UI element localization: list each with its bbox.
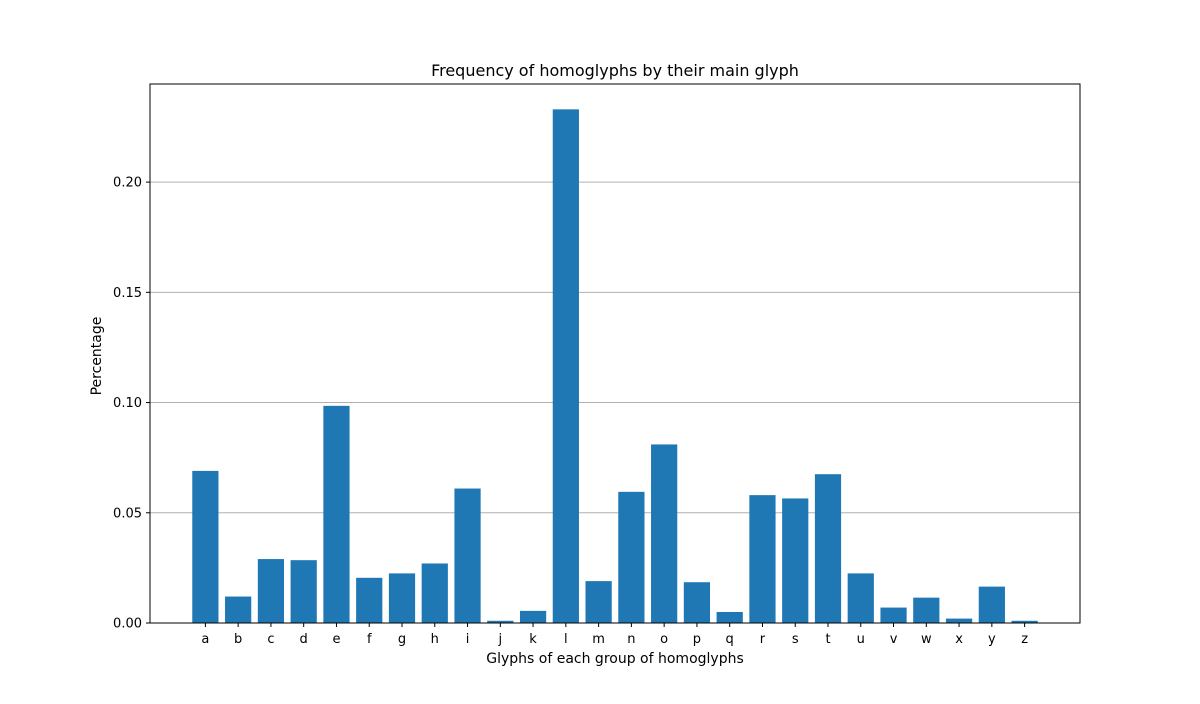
x-ticks: a b c d e f g h i j k l m n o p q r s t u v w x y z: [201, 623, 1028, 647]
bar-v: [880, 607, 907, 623]
y-ticks: 0.00 0.05 0.10 0.15 0.20: [113, 176, 150, 632]
bar-a: [192, 470, 219, 623]
bar-z: [1011, 620, 1038, 623]
x-tick-label: e: [332, 632, 340, 647]
bar-u: [847, 573, 874, 623]
bar-o: [651, 444, 678, 623]
bar-j: [487, 620, 514, 623]
x-tick-label: h: [431, 632, 439, 647]
x-tick-label: f: [367, 632, 372, 647]
bar-h: [421, 563, 448, 623]
x-tick-label: l: [564, 632, 568, 647]
x-tick-label: i: [466, 632, 470, 647]
bar-x: [945, 618, 973, 623]
x-tick-label: o: [660, 632, 668, 647]
bar-i: [454, 488, 481, 623]
gridlines: [150, 181, 1080, 624]
bar-c: [257, 559, 285, 623]
y-tick-label: 0.00: [113, 617, 142, 632]
bar-s: [782, 498, 809, 623]
x-tick-label: m: [592, 632, 605, 647]
bar-p: [683, 582, 711, 623]
x-tick-label: b: [234, 632, 242, 647]
x-tick-label: v: [890, 632, 898, 647]
x-tick-label: c: [267, 632, 274, 647]
x-tick-label: a: [201, 632, 209, 647]
x-tick-label: n: [627, 632, 635, 647]
x-tick-label: x: [955, 632, 963, 647]
x-tick-label: s: [792, 632, 799, 647]
x-tick-label: y: [988, 632, 996, 647]
bar-k: [519, 610, 547, 623]
x-tick-label: u: [857, 632, 865, 647]
bars: [192, 109, 1038, 623]
y-tick-label: 0.05: [113, 506, 142, 521]
x-tick-label: t: [825, 632, 830, 647]
y-tick-label: 0.20: [113, 176, 142, 191]
bar-y: [978, 586, 1005, 623]
y-tick-label: 0.10: [113, 396, 142, 411]
y-tick-label: 0.15: [113, 286, 142, 301]
x-tick-label: z: [1021, 632, 1028, 647]
bar-m: [585, 581, 612, 623]
x-tick-label: k: [529, 632, 537, 647]
bar-w: [913, 597, 940, 623]
x-tick-label: w: [921, 632, 932, 647]
bar-f: [356, 577, 383, 623]
bar-t: [814, 474, 842, 623]
y-axis-label: Percentage: [89, 317, 105, 396]
x-tick-label: j: [497, 632, 502, 647]
bar-d: [290, 560, 317, 623]
bar-l: [552, 109, 579, 623]
bar-q: [716, 611, 743, 623]
x-tick-label: r: [760, 632, 766, 647]
bar-b: [225, 596, 252, 623]
chart-title: Frequency of homoglyphs by their main gl…: [431, 61, 799, 80]
bar-n: [618, 491, 645, 623]
x-tick-label: g: [398, 632, 406, 647]
x-tick-label: q: [726, 632, 734, 647]
bar-e: [323, 405, 350, 623]
x-tick-label: d: [300, 632, 308, 647]
x-axis-label: Glyphs of each group of homoglyphs: [486, 651, 744, 667]
x-tick-label: p: [693, 632, 701, 647]
bar-g: [388, 573, 416, 623]
bar-r: [749, 495, 776, 623]
plot-frame: [149, 83, 1081, 624]
